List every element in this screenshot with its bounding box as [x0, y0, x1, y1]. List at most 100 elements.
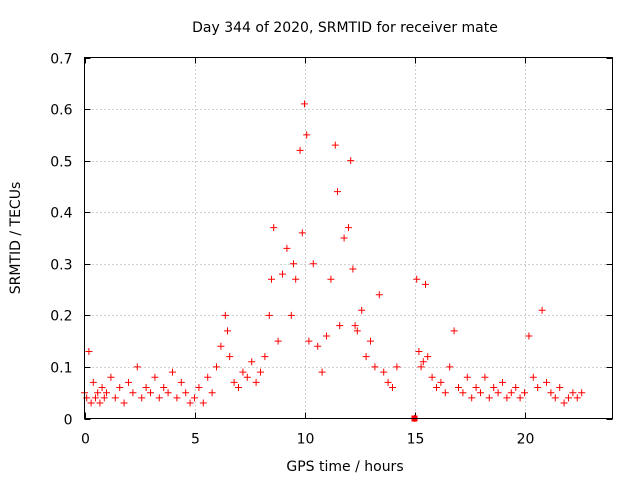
data-point — [477, 389, 484, 397]
x-axis-label: GPS time / hours — [286, 459, 403, 475]
data-point — [349, 265, 357, 273]
data-point — [301, 100, 308, 108]
data-point — [147, 389, 154, 397]
data-point — [433, 384, 440, 392]
data-point — [274, 337, 282, 345]
data-point — [512, 384, 520, 392]
data-point — [543, 378, 550, 386]
data-point — [133, 363, 141, 371]
data-point — [290, 260, 297, 268]
data-point — [160, 384, 168, 392]
data-point — [340, 234, 348, 242]
data-point — [485, 394, 493, 402]
data-point — [413, 275, 421, 283]
data-point — [468, 394, 476, 402]
data-point — [164, 389, 172, 397]
x-tick-label: 0 — [81, 432, 90, 448]
data-point — [463, 373, 471, 381]
tick-layer — [84, 57, 613, 420]
data-point — [538, 306, 546, 314]
data-point — [235, 384, 242, 392]
data-point — [428, 373, 436, 381]
y-axis-label: SRMTID / TECUs — [8, 182, 24, 295]
data-point — [345, 224, 352, 232]
grid-layer — [84, 57, 613, 419]
data-point — [257, 368, 264, 376]
data-point — [138, 394, 146, 402]
data-point — [116, 384, 124, 392]
data-point — [494, 389, 502, 397]
data-point — [265, 311, 273, 319]
data-point — [417, 363, 425, 371]
data-point — [100, 394, 108, 402]
data-point — [96, 399, 104, 407]
data-point — [111, 394, 119, 402]
data-point — [389, 384, 396, 392]
data-point — [204, 373, 212, 381]
data-point — [314, 342, 322, 350]
tick-label-layer: 0 0.1 0.2 0.3 0.4 0.5 0.6 0.7 0 5 10 15 20 — [50, 52, 534, 448]
data-point — [296, 146, 304, 154]
data-point — [208, 389, 216, 397]
data-point — [499, 378, 506, 386]
data-point — [380, 368, 388, 376]
data-point — [305, 337, 313, 345]
data-point — [569, 389, 577, 397]
y-tick-label: 0.4 — [50, 206, 72, 222]
data-point — [422, 280, 429, 288]
data-point — [358, 306, 366, 314]
data-point — [455, 384, 462, 392]
data-point — [292, 275, 300, 283]
y-tick-label: 0.1 — [50, 361, 72, 377]
data-point — [243, 373, 251, 381]
data-point — [94, 389, 102, 397]
data-point — [268, 275, 275, 283]
data-point — [331, 141, 339, 149]
plot-frame — [84, 57, 613, 419]
data-point — [173, 394, 181, 402]
data-point — [551, 394, 559, 402]
data-point — [221, 311, 229, 319]
data-point — [323, 332, 330, 340]
y-tick-label: 0.3 — [50, 258, 72, 274]
data-point — [239, 368, 247, 376]
data-point — [169, 368, 176, 376]
data-point — [125, 378, 132, 386]
data-point — [217, 342, 225, 350]
data-point — [224, 327, 231, 335]
data-point — [529, 373, 537, 381]
data-point — [89, 378, 97, 386]
data-point — [393, 363, 401, 371]
data-point — [424, 353, 432, 361]
data-point — [534, 384, 542, 392]
data-point — [92, 394, 99, 402]
data-point — [472, 384, 480, 392]
data-point — [303, 131, 311, 139]
data-point — [270, 224, 278, 232]
data-point — [298, 229, 306, 237]
data-point — [318, 368, 326, 376]
data-point — [248, 358, 256, 366]
data-point — [459, 389, 467, 397]
data-point — [252, 378, 260, 386]
data-point — [560, 399, 568, 407]
x-tick-label: 10 — [297, 432, 315, 448]
data-point — [283, 244, 291, 252]
data-point — [85, 347, 93, 355]
data-point — [565, 394, 572, 402]
data-point — [578, 389, 586, 397]
data-point — [507, 389, 515, 397]
data-point — [261, 353, 269, 361]
data-point — [199, 399, 207, 407]
data-point — [367, 337, 374, 345]
data-point — [353, 327, 361, 335]
data-point — [120, 399, 128, 407]
data-point — [437, 378, 445, 386]
data-point — [573, 394, 581, 402]
data-point — [347, 157, 355, 165]
data-point — [351, 322, 359, 330]
data-point — [98, 384, 106, 392]
data-point — [371, 363, 379, 371]
data-point — [195, 384, 203, 392]
